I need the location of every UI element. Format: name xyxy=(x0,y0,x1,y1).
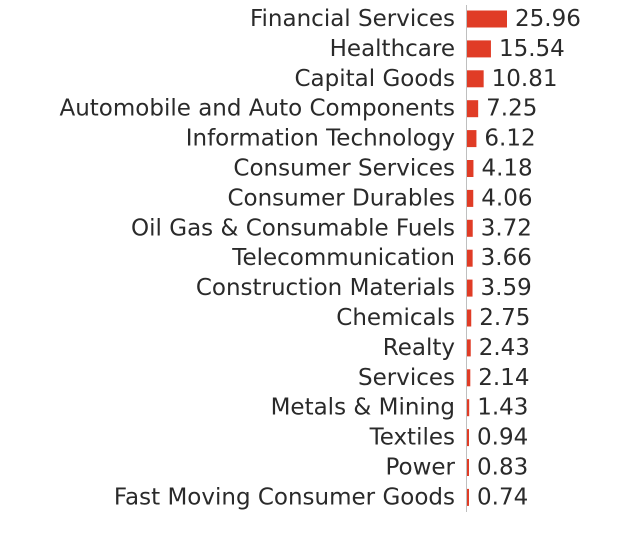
value-label: 3.66 xyxy=(481,245,532,271)
category-label: Construction Materials xyxy=(196,275,455,301)
category-label: Realty xyxy=(383,335,455,361)
value-labels: 25.96 15.54 10.81 7.25 6.12 4.18 4.06 3.72 3.66 3… xyxy=(477,6,581,510)
value-label: 25.96 xyxy=(515,6,581,32)
value-label: 0.94 xyxy=(477,425,528,451)
category-label: Chemicals xyxy=(336,305,455,331)
category-label: Textiles xyxy=(369,425,455,451)
category-label: Telecommunication xyxy=(231,245,455,271)
value-label: 0.74 xyxy=(477,484,528,510)
bars xyxy=(467,10,507,506)
value-label: 4.06 xyxy=(481,185,532,211)
value-label: 3.72 xyxy=(481,215,532,241)
value-label: 4.18 xyxy=(481,156,532,182)
category-label: Capital Goods xyxy=(294,66,455,92)
category-label: Financial Services xyxy=(250,6,455,32)
category-label: Consumer Durables xyxy=(227,185,455,211)
value-label: 6.12 xyxy=(484,126,535,152)
bar xyxy=(467,100,479,118)
bar xyxy=(467,488,469,506)
bar xyxy=(467,279,473,297)
value-label: 2.43 xyxy=(479,335,530,361)
value-label: 10.81 xyxy=(492,66,558,92)
value-label: 1.43 xyxy=(477,395,528,421)
bar xyxy=(467,130,477,148)
category-label: Power xyxy=(385,455,455,481)
bar xyxy=(467,429,469,447)
value-label: 7.25 xyxy=(486,96,537,122)
category-labels: Financial Services Healthcare Capital Good… xyxy=(59,6,455,510)
value-label: 2.14 xyxy=(478,365,529,391)
bar xyxy=(467,309,472,327)
value-label: 2.75 xyxy=(479,305,530,331)
category-label: Information Technology xyxy=(186,126,455,152)
value-label: 0.83 xyxy=(477,455,528,481)
category-label: Oil Gas & Consumable Fuels xyxy=(131,215,455,241)
category-label: Consumer Services xyxy=(233,156,455,182)
bar xyxy=(467,459,469,476)
bar xyxy=(467,399,470,417)
category-label: Healthcare xyxy=(330,36,455,62)
bar xyxy=(467,10,507,28)
bar xyxy=(467,249,473,267)
value-label: 15.54 xyxy=(499,36,565,62)
category-label: Services xyxy=(358,365,455,391)
category-label: Fast Moving Consumer Goods xyxy=(114,484,455,510)
bar xyxy=(467,219,473,237)
bar xyxy=(467,160,474,177)
bar xyxy=(467,70,484,88)
category-label: Metals & Mining xyxy=(271,395,455,421)
bar xyxy=(467,339,471,357)
bar xyxy=(467,189,474,207)
category-label: Automobile and Auto Components xyxy=(59,96,455,122)
bar xyxy=(467,40,491,58)
value-label: 3.59 xyxy=(481,275,532,301)
bar xyxy=(467,369,471,387)
